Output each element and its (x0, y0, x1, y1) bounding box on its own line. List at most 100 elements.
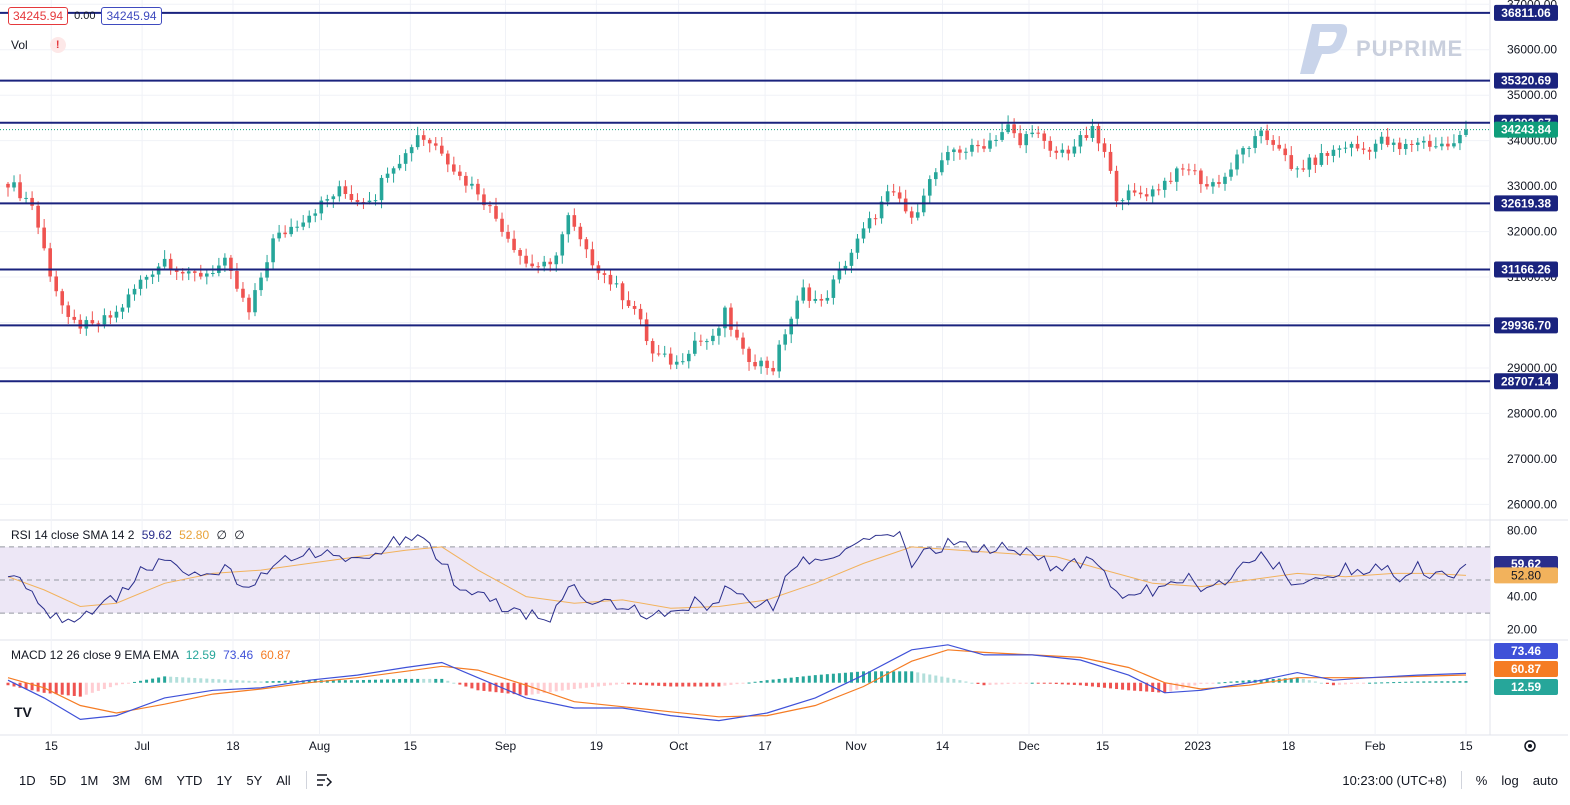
candle-body (560, 234, 565, 256)
time-axis-label: Aug (309, 739, 330, 753)
candle-body (379, 177, 384, 201)
timeframe-1y[interactable]: 1Y (216, 772, 233, 788)
macd-histogram-bar (1452, 681, 1456, 683)
macd-histogram-bar (1048, 682, 1052, 684)
candle-body (861, 228, 866, 239)
candle-body (1379, 136, 1384, 144)
candle-body (247, 297, 251, 313)
candle-body (1199, 170, 1203, 185)
candle-body (837, 268, 842, 280)
macd-histogram-bar (343, 680, 347, 683)
candle-body (192, 271, 197, 273)
candle-body (608, 274, 613, 285)
candle-body (1187, 169, 1191, 171)
candle-body (1259, 130, 1263, 137)
candle-body (439, 145, 444, 154)
macd-histogram-bar (151, 678, 155, 683)
macd-histogram-bar (247, 680, 251, 683)
candle-body (1464, 129, 1468, 135)
compare-icon[interactable] (315, 772, 333, 788)
candle-body (102, 315, 107, 325)
macd-histogram-bar (1410, 681, 1414, 683)
timeframe-1m[interactable]: 1M (80, 772, 99, 788)
candle-body (120, 307, 125, 312)
candle-body (289, 226, 293, 235)
macd-histogram-bar (349, 680, 353, 683)
macd-histogram-bar (506, 682, 510, 694)
macd-legend: MACD 12 26 close 9 EMA EMA 12.59 73.46 6… (11, 648, 291, 662)
macd-histogram-bar (627, 682, 631, 685)
macd-histogram-bar (1283, 678, 1287, 683)
macd-histogram-bar (819, 674, 823, 683)
candle-body (711, 335, 715, 342)
candle-body (1223, 176, 1227, 184)
macd-histogram-bar (1072, 682, 1076, 685)
macd-histogram-bar (1356, 682, 1360, 684)
macd-histogram-bar (1313, 681, 1317, 683)
macd-histogram-bar (759, 680, 763, 683)
timeframe-ytd[interactable]: YTD (176, 772, 203, 788)
macd-histogram-bar (494, 682, 498, 693)
rsi-sma-tag (1494, 567, 1558, 584)
candle-body (819, 298, 824, 301)
macd-histogram-bar (337, 680, 341, 683)
macd-histogram-bar (84, 682, 88, 695)
candle-body (1355, 143, 1360, 149)
timeframe-1d[interactable]: 1D (19, 772, 36, 788)
candle-body (1277, 144, 1282, 149)
rsi-line (7, 530, 1467, 624)
candle-body (1193, 170, 1197, 172)
candle-body (343, 186, 348, 194)
macd-histogram-bar (434, 678, 438, 683)
candle-body (1205, 184, 1209, 187)
candle-body (144, 276, 149, 280)
chart-canvas[interactable]: 26000.0027000.0028000.0029000.0030000.00… (0, 0, 1570, 763)
candle-body (831, 279, 836, 298)
candle-body (1361, 148, 1366, 150)
log-toggle[interactable]: log (1501, 772, 1519, 788)
timeframe-6m[interactable]: 6M (144, 772, 163, 788)
macd-histogram-bar (139, 680, 143, 683)
candle-body (1428, 140, 1432, 147)
logo-text: PUPRIME (1356, 36, 1464, 61)
candle-body (90, 320, 95, 324)
toolbar-right: 10:23:00 (UTC+8) % log auto (1342, 771, 1570, 789)
price-legend: 34245.94 0.00 34245.94 (8, 7, 162, 25)
rsi-label: RSI 14 close SMA 14 2 (11, 528, 135, 542)
macd-histogram-bar (614, 682, 618, 685)
macd-histogram-bar (404, 678, 408, 683)
candle-body (1006, 124, 1010, 133)
candle-body (584, 239, 589, 250)
macd-histogram-bar (1398, 681, 1402, 683)
volume-legend: Vol ! (11, 37, 66, 53)
macd-histogram-bar (1078, 682, 1082, 686)
macd-histogram-bar (1211, 682, 1215, 684)
macd-histogram-bar (1096, 682, 1100, 688)
candle-body (54, 276, 58, 292)
settings-gear-icon[interactable] (1524, 740, 1536, 752)
candle-body (1042, 133, 1047, 141)
candle-body (1403, 143, 1408, 150)
percent-toggle[interactable]: % (1475, 772, 1488, 788)
timeframe-3m[interactable]: 3M (112, 772, 131, 788)
macd-histogram-bar (1271, 678, 1275, 683)
candle-body (253, 290, 257, 313)
candle-body (6, 183, 10, 188)
auto-toggle[interactable]: auto (1532, 772, 1558, 788)
macd-histogram-bar (1259, 679, 1263, 683)
tv-logo-bg (12, 700, 40, 722)
clock-time[interactable]: 10:23:00 (UTC+8) (1342, 772, 1447, 788)
rsi-empty-2: ∅ (234, 528, 245, 542)
level-price-label: 31166.26 (1501, 262, 1551, 276)
warning-icon[interactable]: ! (49, 37, 66, 53)
toolbar-divider (305, 771, 307, 789)
candle-body (186, 271, 191, 274)
timeframe-5d[interactable]: 5D (49, 772, 67, 788)
candle-body (1211, 182, 1215, 187)
candle-body (1373, 143, 1378, 152)
timeframe-5y[interactable]: 5Y (246, 772, 263, 788)
candle-body (1018, 133, 1022, 146)
timeframe-all[interactable]: All (276, 772, 291, 788)
time-axis-label: 15 (45, 739, 59, 753)
candle-body (530, 263, 534, 267)
